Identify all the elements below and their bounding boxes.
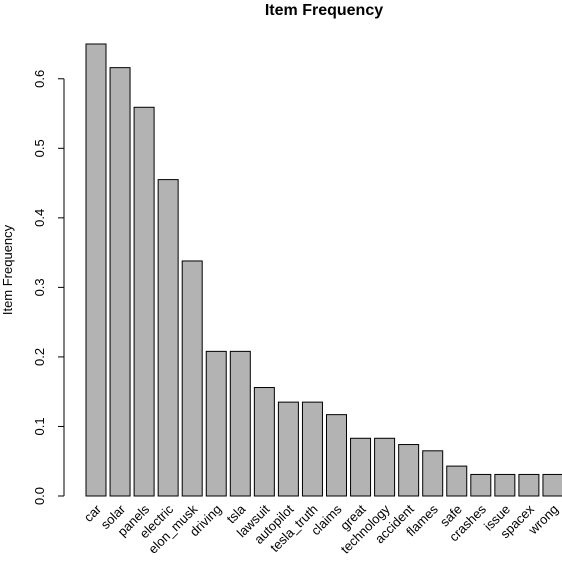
bar-technology [374,437,396,497]
bar-tesla_truth [301,401,323,497]
bar-panels [133,106,155,497]
bars [85,43,562,497]
bar-elon_musk [181,260,203,497]
bar-lawsuit [253,387,275,497]
chart-title: Item Frequency [265,2,383,19]
bar-driving [205,350,227,497]
bar-car [85,43,107,497]
bar-tsla [229,350,251,497]
y-tick-label: 0.1 [32,417,47,435]
bar-solar [109,67,131,497]
y-tick-label: 0.4 [32,209,47,227]
bar-claims [326,414,347,497]
bar-flames [422,450,444,497]
y-tick-label: 0.5 [32,139,47,157]
y-axis: 0.0 0.1 0.2 0.3 0.4 0.5 0.6 [32,70,65,505]
bar-electric [157,179,179,497]
y-tick-label: 0.2 [32,348,47,366]
bar-wrong [542,473,562,497]
bar-accident [398,444,420,497]
bar-issue [494,473,516,497]
y-tick-label: 0.3 [32,278,47,296]
y-tick-label: 0.6 [32,70,47,88]
y-tick-label: 0.0 [32,487,47,505]
bar-great [350,437,372,497]
bar-autopilot [277,401,299,497]
bar-crashes [470,473,492,497]
y-axis-label: Item Frequency [0,224,15,315]
bar-spacex [518,473,540,497]
bar-safe [446,465,468,497]
